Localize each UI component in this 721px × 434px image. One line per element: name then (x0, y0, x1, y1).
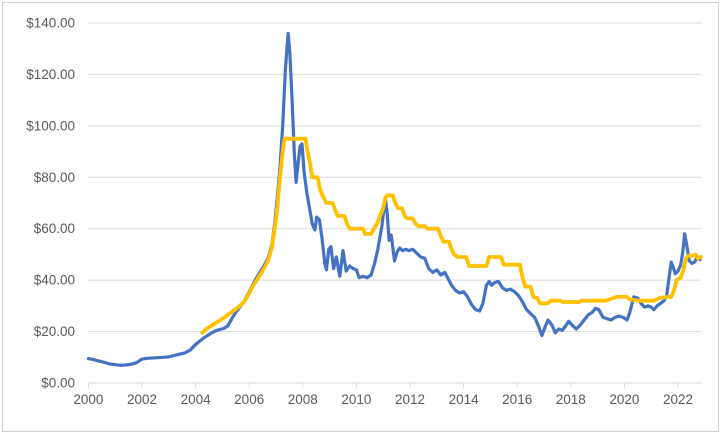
x-axis-label: 2000 (73, 392, 103, 407)
y-axis-label: $40.00 (34, 273, 75, 288)
y-axis-label: $100.00 (26, 118, 75, 133)
blue-series-line (86, 31, 702, 367)
x-axis-label: 2022 (663, 392, 693, 407)
x-axis-label: 2002 (127, 392, 157, 407)
x-axis-label: 2006 (234, 392, 264, 407)
x-axis-label: 2008 (288, 392, 318, 407)
y-axis-label: $60.00 (34, 221, 75, 236)
x-axis-label: 2020 (609, 392, 639, 407)
gold-series-line (200, 136, 703, 335)
y-axis-label: $0.00 (41, 376, 75, 391)
x-axis-label: 2018 (556, 392, 586, 407)
x-axis-label: 2014 (449, 392, 480, 407)
x-axis-label: 2012 (395, 392, 425, 407)
y-axis-label: $20.00 (34, 324, 75, 339)
x-axis-label: 2004 (181, 392, 212, 407)
x-axis-label: 2016 (502, 392, 532, 407)
x-axis-label: 2010 (341, 392, 371, 407)
y-axis-label: $120.00 (26, 67, 75, 82)
y-axis-label: $140.00 (26, 16, 75, 31)
y-axis-label: $80.00 (34, 170, 75, 185)
